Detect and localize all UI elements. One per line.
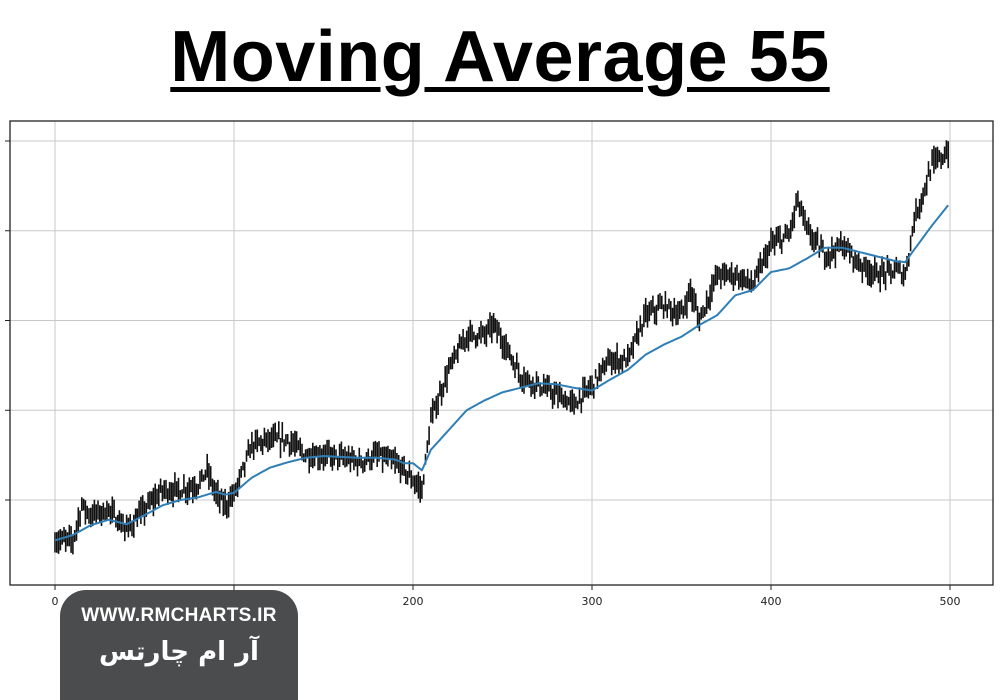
- plot-frame: [9, 120, 994, 586]
- badge-brand-name: آر ام چارتس: [99, 637, 259, 667]
- svg-text:400: 400: [761, 595, 782, 608]
- watermark-badge: WWW.RMCHARTS.IR آر ام چارتس: [60, 590, 298, 700]
- chart: 0100200300400500: [0, 110, 1000, 610]
- grid-lines: [10, 121, 993, 585]
- moving-average-series: [54, 204, 949, 542]
- price-series: [54, 140, 949, 555]
- y-axis-ticks: [5, 140, 10, 501]
- badge-url: WWW.RMCHARTS.IR: [81, 605, 277, 626]
- svg-text:300: 300: [582, 595, 603, 608]
- x-axis-ticks: 0100200300400500: [52, 585, 961, 608]
- line-chart: 0100200300400500: [5, 120, 994, 608]
- svg-text:0: 0: [52, 595, 59, 608]
- page-title: Moving Average 55: [170, 17, 830, 97]
- svg-text:200: 200: [403, 595, 424, 608]
- svg-text:500: 500: [940, 595, 961, 608]
